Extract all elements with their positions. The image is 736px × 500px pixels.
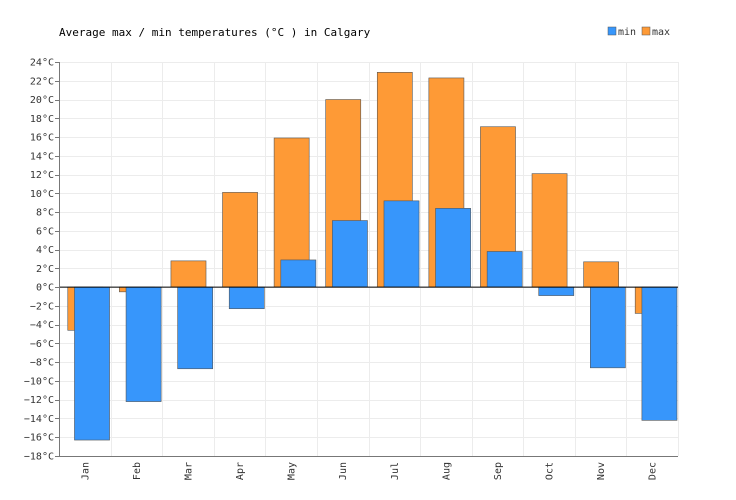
bar-max (222, 192, 258, 288)
bar-min (435, 208, 471, 288)
y-tick-label: −2°C (30, 301, 54, 312)
y-tick-label: 22°C (30, 76, 54, 87)
y-tick-label: 18°C (30, 114, 54, 125)
y-tick-label: −6°C (30, 339, 54, 350)
bar-min (590, 286, 626, 369)
y-tick-label: −18°C (24, 452, 54, 463)
x-axis-ticks: Jan Feb Mar Apr May Jun Jul Aug Sep Oct Nov Dec (80, 462, 658, 480)
y-tick-label: −8°C (30, 358, 54, 369)
y-tick-label: 2°C (36, 264, 54, 275)
y-tick-label: 24°C (30, 58, 54, 69)
legend-swatch-min (607, 26, 617, 36)
bar-max (531, 173, 568, 288)
x-tick-label: Aug (441, 462, 452, 480)
x-tick-label: Jan (80, 462, 91, 480)
y-tick-label: 10°C (30, 189, 54, 200)
bar-min (486, 251, 523, 288)
x-tick-label: Nov (596, 462, 607, 480)
bar-min (228, 286, 265, 310)
min-series (74, 200, 678, 441)
x-tick-label: Oct (545, 462, 556, 480)
y-tick-label: −12°C (24, 395, 54, 406)
chart-title: Average max / min temperatures (°C ) in … (59, 26, 371, 39)
bar-min (177, 286, 214, 370)
x-tick-label: Apr (235, 462, 246, 480)
legend-swatch-max (641, 26, 651, 36)
x-tick-label: Mar (183, 462, 194, 480)
y-tick-label: −14°C (24, 414, 54, 425)
x-tick-label: Dec (648, 462, 659, 480)
y-tick-label: 16°C (30, 133, 54, 144)
bar-max (583, 261, 619, 288)
bar-min (641, 286, 678, 421)
bar-min (332, 220, 368, 288)
x-tick-label: Sep (493, 462, 504, 480)
y-tick-label: 8°C (36, 208, 54, 219)
legend: min max (607, 26, 670, 38)
y-tick-label: 14°C (30, 151, 54, 162)
y-tick-label: −16°C (24, 433, 54, 444)
x-tick-label: Jul (390, 462, 401, 480)
bar-min (383, 200, 420, 288)
x-tick-label: Feb (132, 462, 143, 480)
bar-min (125, 286, 162, 402)
y-axis-ticks: −18°C −16°C −14°C −12°C −10°C −8°C −6°C −4°C −2°… (24, 58, 59, 463)
axes (59, 62, 678, 457)
y-tick-label: −10°C (24, 376, 54, 387)
bar-min (280, 259, 317, 288)
bar-min (74, 286, 110, 441)
y-tick-label: 20°C (30, 95, 54, 106)
y-tick-label: 0°C (36, 283, 54, 294)
bar-max (170, 260, 207, 288)
y-tick-label: 4°C (36, 245, 54, 256)
y-tick-label: 6°C (36, 226, 54, 237)
y-tick-label: 12°C (30, 170, 54, 181)
legend-label-max: max (652, 27, 670, 38)
x-tick-label: May (287, 462, 298, 480)
y-tick-label: −4°C (30, 320, 54, 331)
legend-label-min: min (618, 27, 636, 38)
bar-min (538, 286, 575, 296)
x-tick-label: Jun (338, 462, 349, 480)
